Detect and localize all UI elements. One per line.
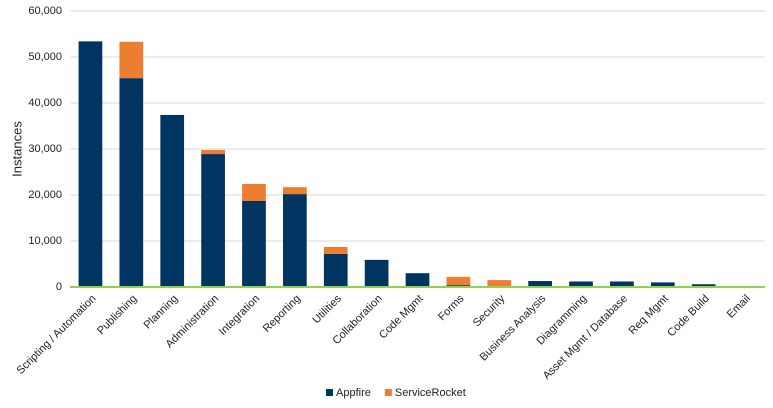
y-tick-label: 50,000 (28, 51, 62, 63)
x-tick-label: Scripting / Automation (14, 293, 98, 377)
bar-segment (201, 149, 225, 155)
x-tick-label: Forms (436, 292, 467, 323)
x-tick-label: Email (725, 293, 753, 321)
bar-segment (405, 273, 430, 287)
bar-segment (119, 78, 144, 287)
x-tick-label: Publishing (95, 293, 139, 337)
bar-segment (528, 281, 553, 287)
bar-segment (323, 253, 348, 287)
bar-segment (282, 187, 307, 195)
x-tick-label: Code Build (665, 293, 712, 340)
y-tick-label: 10,000 (28, 235, 62, 247)
y-axis-label: Instances (9, 121, 24, 177)
bar-segment (323, 246, 348, 254)
x-tick-label: Integration (217, 293, 262, 338)
bar-segment (569, 281, 593, 287)
x-tick-label: Code Mgmt (377, 293, 426, 342)
bar-segment (282, 194, 307, 287)
bar-segment (201, 154, 225, 287)
y-tick-label: 20,000 (28, 189, 62, 201)
y-tick-label: 60,000 (28, 5, 62, 17)
bar-segment (364, 259, 389, 287)
x-tick-label: Asset Mgmt / Database (541, 293, 630, 382)
bar-segment (242, 200, 266, 287)
bar-segment (487, 280, 512, 287)
x-tick-label: Utilities (310, 292, 344, 326)
y-tick-label: 30,000 (28, 143, 62, 155)
bar-segment (242, 183, 266, 201)
y-tick-label: 40,000 (28, 97, 62, 109)
bar-segment (610, 281, 634, 287)
bar-segment (78, 41, 103, 287)
bar-segment (446, 276, 471, 286)
x-tick-label: Reporting (261, 293, 303, 335)
bar-segment (160, 114, 185, 288)
bar-segment (119, 41, 144, 79)
y-tick-label: 0 (56, 281, 62, 293)
legend-swatch (326, 389, 333, 396)
bar-segment (650, 282, 675, 287)
legend-label: Appfire (336, 387, 371, 399)
x-tick-label: Security (471, 292, 508, 329)
legend-swatch (384, 389, 392, 396)
x-tick-label: Planning (142, 293, 181, 332)
bar-segment (691, 284, 716, 287)
legend-label: ServiceRocket (395, 387, 466, 399)
